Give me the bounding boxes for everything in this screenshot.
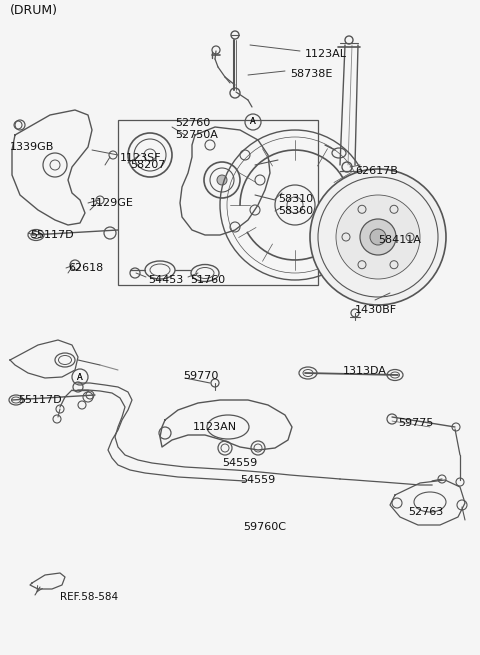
Text: A: A [250,117,256,126]
Bar [118,120,318,285]
Circle shape [370,229,386,245]
Text: (DRUM): (DRUM) [10,4,58,17]
Circle shape [217,175,227,185]
Text: 51760: 51760 [190,275,225,285]
Text: 59760C: 59760C [243,522,286,532]
Text: 59775: 59775 [398,418,433,428]
Text: 59770: 59770 [183,371,218,381]
Text: A: A [77,373,83,381]
Circle shape [360,219,396,255]
Text: 1123AN: 1123AN [193,422,237,432]
Text: 58738E: 58738E [290,69,332,79]
Text: A: A [250,117,256,126]
Text: 1430BF: 1430BF [355,305,397,315]
Text: 1129GE: 1129GE [90,198,134,208]
Circle shape [310,169,446,305]
Text: 1123AL: 1123AL [305,49,347,59]
Circle shape [336,195,420,279]
Text: 55117D: 55117D [30,230,73,240]
Text: REF.58-584: REF.58-584 [60,592,118,602]
Text: 1123SF: 1123SF [120,153,162,163]
Text: 62617B: 62617B [355,166,398,176]
Text: 58310: 58310 [278,194,313,204]
Text: 1313DA: 1313DA [343,366,387,376]
Text: 52763: 52763 [408,507,443,517]
Text: 54453: 54453 [148,275,183,285]
Text: 62618: 62618 [68,263,103,273]
Text: A: A [77,373,83,381]
Text: 58360: 58360 [278,206,313,216]
Text: 58207: 58207 [130,160,166,170]
Text: 58411A: 58411A [378,235,421,245]
Text: 52750A: 52750A [175,130,218,140]
Text: 52760: 52760 [175,118,210,128]
Text: 55117D: 55117D [18,395,61,405]
Text: 54559: 54559 [240,475,275,485]
Text: 54559: 54559 [222,458,257,468]
Text: 1339GB: 1339GB [10,142,54,152]
